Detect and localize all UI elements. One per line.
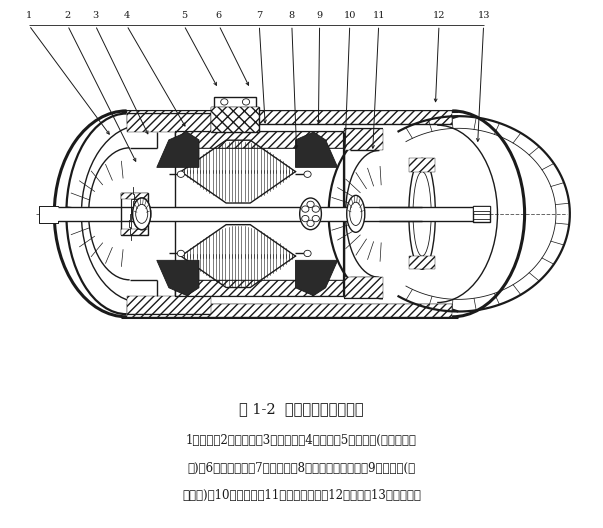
Polygon shape xyxy=(127,304,452,317)
Bar xyxy=(211,107,259,132)
Ellipse shape xyxy=(304,250,311,257)
Text: 图 1-2  锥形异步电动机结构: 图 1-2 锥形异步电动机结构 xyxy=(239,402,364,416)
Bar xyxy=(131,199,145,229)
Bar xyxy=(58,207,422,221)
Polygon shape xyxy=(127,111,452,124)
Polygon shape xyxy=(344,129,383,150)
Text: 5: 5 xyxy=(181,11,187,20)
Ellipse shape xyxy=(300,198,321,230)
Bar xyxy=(0,0,603,380)
Polygon shape xyxy=(157,132,199,167)
Ellipse shape xyxy=(136,204,148,223)
Polygon shape xyxy=(409,158,435,172)
Text: 1－转子；2－前轴承；3－前端盖；4－定子；5－出线盒(或断电限位: 1－转子；2－前轴承；3－前端盖；4－定子；5－出线盒(或断电限位 xyxy=(186,435,417,447)
Bar xyxy=(211,107,259,132)
Polygon shape xyxy=(344,277,383,298)
Text: 3: 3 xyxy=(92,11,98,20)
Polygon shape xyxy=(157,260,199,296)
Ellipse shape xyxy=(307,201,314,208)
Bar xyxy=(214,97,256,107)
Ellipse shape xyxy=(177,250,185,257)
Bar xyxy=(39,206,58,223)
Bar xyxy=(121,193,148,235)
Ellipse shape xyxy=(133,198,151,230)
Ellipse shape xyxy=(136,204,148,223)
Text: 12: 12 xyxy=(433,11,445,20)
Ellipse shape xyxy=(133,198,151,230)
Ellipse shape xyxy=(347,195,365,232)
Text: 13: 13 xyxy=(478,11,490,20)
Text: 制动环)；10－后轴承；11－风扇制动轮；12－风罩；13－锁紧螺母: 制动环)；10－后轴承；11－风扇制动轮；12－风罩；13－锁紧螺母 xyxy=(182,489,421,502)
Ellipse shape xyxy=(242,99,250,105)
Polygon shape xyxy=(121,193,148,199)
Ellipse shape xyxy=(409,158,435,269)
Ellipse shape xyxy=(350,202,362,225)
Ellipse shape xyxy=(312,206,320,212)
Text: 9: 9 xyxy=(317,11,323,20)
Polygon shape xyxy=(175,132,344,148)
Ellipse shape xyxy=(221,99,228,105)
Polygon shape xyxy=(127,114,211,132)
Polygon shape xyxy=(175,280,344,296)
Bar xyxy=(379,207,482,221)
Polygon shape xyxy=(127,296,211,314)
Text: 2: 2 xyxy=(65,11,71,20)
Ellipse shape xyxy=(307,220,314,227)
Text: 6: 6 xyxy=(216,11,222,20)
Bar xyxy=(473,206,490,211)
Bar xyxy=(473,206,490,222)
Polygon shape xyxy=(295,260,338,296)
Ellipse shape xyxy=(177,171,185,177)
Text: 8: 8 xyxy=(289,11,295,20)
Text: 4: 4 xyxy=(124,11,130,20)
Ellipse shape xyxy=(302,215,309,222)
Text: 1: 1 xyxy=(26,11,32,20)
Text: 7: 7 xyxy=(256,11,262,20)
Polygon shape xyxy=(409,256,435,269)
Text: 11: 11 xyxy=(373,11,385,20)
Text: 10: 10 xyxy=(344,11,356,20)
Ellipse shape xyxy=(413,172,431,256)
Polygon shape xyxy=(295,132,338,167)
Ellipse shape xyxy=(304,171,311,177)
Text: 器)；6－压力弹簧；7－支承圈；8－径向推力球轴承；9－后端盖(带: 器)；6－压力弹簧；7－支承圈；8－径向推力球轴承；9－后端盖(带 xyxy=(188,462,415,475)
Ellipse shape xyxy=(312,215,320,222)
Ellipse shape xyxy=(302,206,309,212)
Polygon shape xyxy=(121,229,148,235)
